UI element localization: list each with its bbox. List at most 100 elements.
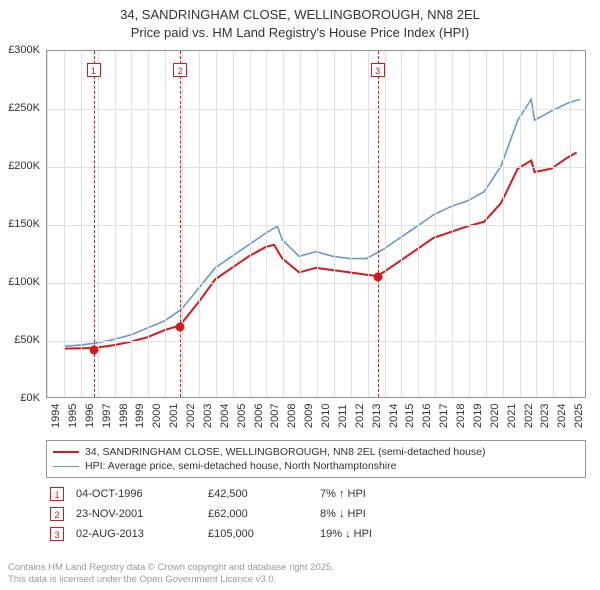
legend-swatch — [53, 466, 79, 467]
grid-line-horizontal — [47, 283, 585, 284]
grid-line-vertical — [351, 51, 352, 397]
y-tick-label: £0K — [20, 392, 40, 404]
grid-line-vertical — [165, 51, 166, 397]
grid-line-vertical — [300, 51, 301, 397]
chart-container: 34, SANDRINGHAM CLOSE, WELLINGBOROUGH, N… — [0, 0, 600, 590]
grid-line-vertical — [216, 51, 217, 397]
event-number-box: 3 — [50, 527, 64, 541]
event-number-box: 2 — [50, 507, 64, 521]
x-tick-label: 2025 — [573, 404, 585, 428]
grid-line-vertical — [536, 51, 537, 397]
grid-line-vertical — [401, 51, 402, 397]
grid-line-vertical — [182, 51, 183, 397]
x-tick-label: 2000 — [151, 404, 163, 428]
event-price: £62,000 — [208, 508, 308, 520]
y-tick-label: £250K — [8, 102, 40, 114]
grid-line-vertical — [452, 51, 453, 397]
event-date: 04-OCT-1996 — [76, 488, 196, 500]
x-tick-label: 2018 — [455, 404, 467, 428]
grid-line-vertical — [81, 51, 82, 397]
x-tick-label: 2011 — [337, 404, 349, 428]
x-tick-label: 2007 — [269, 404, 281, 428]
grid-line-horizontal — [47, 167, 585, 168]
x-tick-label: 2003 — [202, 404, 214, 428]
grid-line-vertical — [64, 51, 65, 397]
legend-row: 34, SANDRINGHAM CLOSE, WELLINGBOROUGH, N… — [53, 445, 579, 459]
grid-line-vertical — [418, 51, 419, 397]
title-block: 34, SANDRINGHAM CLOSE, WELLINGBOROUGH, N… — [0, 0, 600, 41]
x-tick-label: 2013 — [371, 404, 383, 428]
x-tick-label: 2001 — [168, 404, 180, 428]
grid-line-vertical — [233, 51, 234, 397]
event-data-point — [89, 345, 98, 354]
x-tick-label: 2004 — [219, 404, 231, 428]
footer-line-1: Contains HM Land Registry data © Crown c… — [8, 562, 334, 574]
grid-line-vertical — [283, 51, 284, 397]
grid-line-vertical — [520, 51, 521, 397]
x-tick-label: 2012 — [354, 404, 366, 428]
grid-line-horizontal — [47, 225, 585, 226]
x-tick-label: 2016 — [421, 404, 433, 428]
x-tick-label: 2005 — [236, 404, 248, 428]
y-tick-label: £200K — [8, 160, 40, 172]
grid-line-vertical — [435, 51, 436, 397]
x-tick-label: 2008 — [286, 404, 298, 428]
x-tick-label: 2024 — [556, 404, 568, 428]
grid-line-vertical — [47, 51, 48, 397]
x-tick-label: 2010 — [320, 404, 332, 428]
legend-row: HPI: Average price, semi-detached house,… — [53, 459, 579, 473]
x-tick-label: 2015 — [404, 404, 416, 428]
grid-line-vertical — [469, 51, 470, 397]
x-tick-label: 2019 — [472, 404, 484, 428]
x-tick-label: 1998 — [118, 404, 130, 428]
x-tick-label: 2017 — [438, 404, 450, 428]
x-axis-labels: 1994199519961997199819992000200120022003… — [46, 400, 586, 440]
y-axis-labels: £0K£50K£100K£150K£200K£250K£300K — [0, 50, 44, 398]
event-date: 23-NOV-2001 — [76, 508, 196, 520]
event-data-point — [176, 323, 185, 332]
grid-line-vertical — [368, 51, 369, 397]
y-tick-label: £300K — [8, 44, 40, 56]
title-line-2: Price paid vs. HM Land Registry's House … — [0, 24, 600, 42]
x-tick-label: 1997 — [101, 404, 113, 428]
grid-line-horizontal — [47, 341, 585, 342]
grid-line-vertical — [266, 51, 267, 397]
event-pct: 19% ↓ HPI — [320, 528, 440, 540]
event-number-box: 1 — [50, 487, 64, 501]
x-tick-label: 1996 — [84, 404, 96, 428]
y-tick-label: £100K — [8, 276, 40, 288]
grid-line-vertical — [503, 51, 504, 397]
x-tick-label: 2020 — [489, 404, 501, 428]
footer-attribution: Contains HM Land Registry data © Crown c… — [8, 562, 334, 586]
footer-line-2: This data is licensed under the Open Gov… — [8, 574, 334, 586]
x-tick-label: 2006 — [253, 404, 265, 428]
grid-line-horizontal — [47, 109, 585, 110]
event-marker-box: 2 — [173, 63, 187, 77]
event-pct: 8% ↓ HPI — [320, 508, 440, 520]
grid-line-vertical — [317, 51, 318, 397]
x-tick-label: 2002 — [185, 404, 197, 428]
event-marker-box: 1 — [87, 63, 101, 77]
legend-box: 34, SANDRINGHAM CLOSE, WELLINGBOROUGH, N… — [46, 440, 586, 478]
grid-line-vertical — [486, 51, 487, 397]
grid-line-vertical — [334, 51, 335, 397]
event-marker-line — [180, 51, 181, 397]
event-price: £105,000 — [208, 528, 308, 540]
legend-label: HPI: Average price, semi-detached house,… — [85, 460, 396, 472]
event-pct: 7% ↑ HPI — [320, 488, 440, 500]
y-tick-label: £150K — [8, 218, 40, 230]
grid-line-vertical — [98, 51, 99, 397]
event-price: £42,500 — [208, 488, 308, 500]
event-date: 02-AUG-2013 — [76, 528, 196, 540]
chart-svg — [47, 51, 585, 397]
x-tick-label: 2021 — [506, 404, 518, 428]
x-tick-label: 1999 — [134, 404, 146, 428]
x-tick-label: 2023 — [539, 404, 551, 428]
chart-plot-area: 1 2 3 — [46, 50, 586, 398]
x-tick-label: 2014 — [388, 404, 400, 428]
event-marker-box: 3 — [371, 63, 385, 77]
grid-line-vertical — [385, 51, 386, 397]
grid-line-vertical — [199, 51, 200, 397]
series-line-property — [64, 153, 577, 349]
x-tick-label: 2009 — [303, 404, 315, 428]
